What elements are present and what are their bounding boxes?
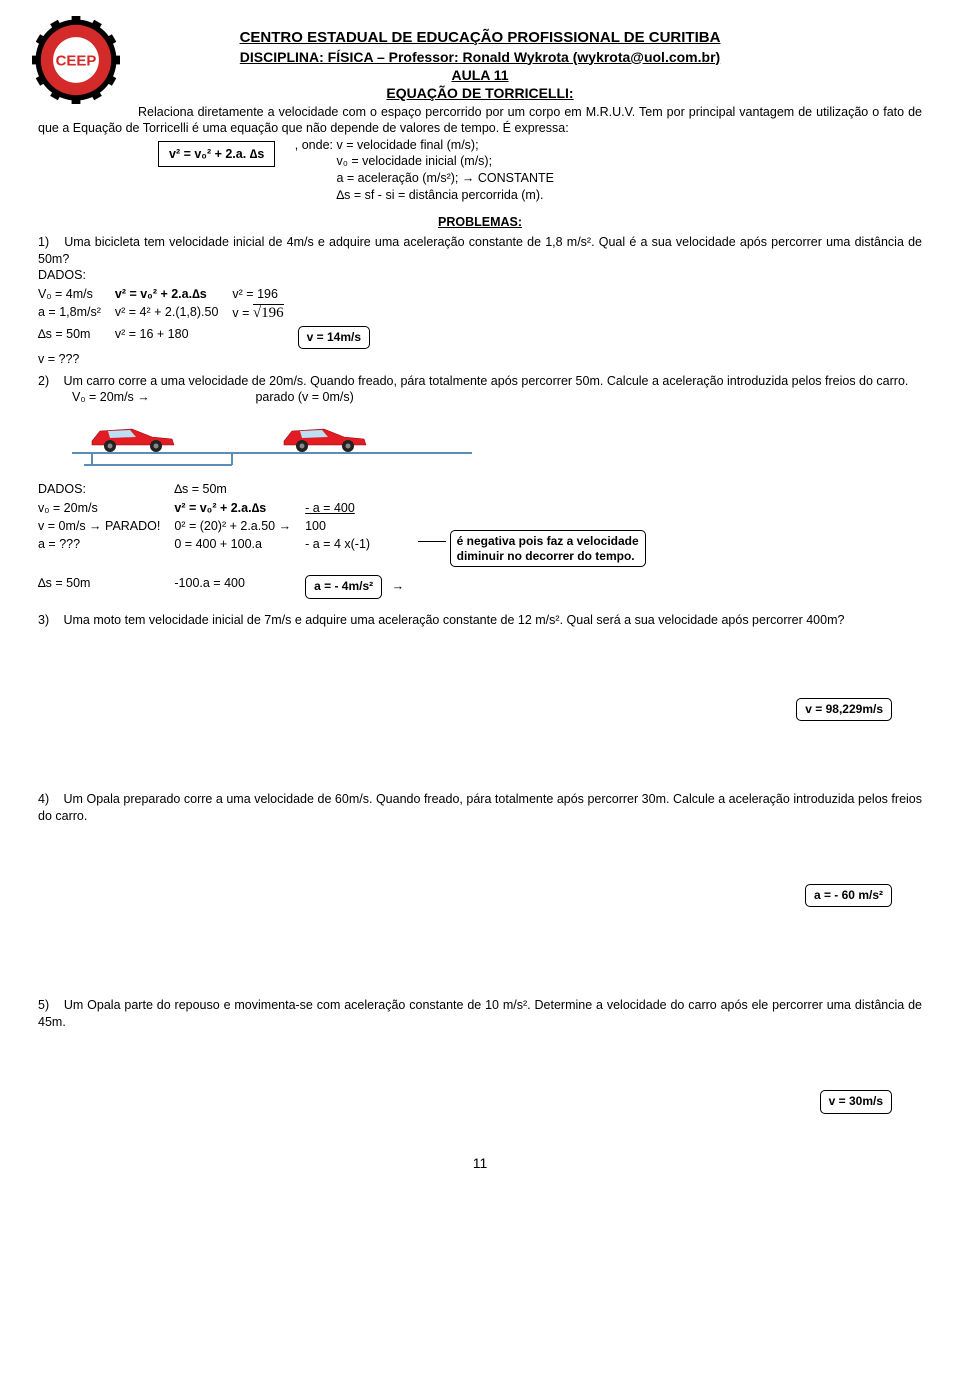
p2-c0: - a = 400 [305, 499, 418, 517]
p3-answer: v = 98,229m/s [796, 698, 892, 722]
problem-5: 5) Um Opala parte do repouso e movimenta… [38, 997, 922, 1030]
formula-row: v² = v₀² + 2.a. ∆s , onde: v = velocidad… [38, 137, 922, 205]
defs-l4: ∆s = sf - si = distância percorrida (m). [336, 188, 543, 202]
p1-r1c2: v² = v₀² + 2.a.∆s [115, 285, 233, 303]
p2-note-l2: diminuir no decorrer do tempo. [457, 549, 635, 563]
p2-b3: 0 = 400 + 100.a [174, 535, 305, 574]
logo-text: CEEP [56, 52, 97, 69]
p5-number: 5) [38, 997, 60, 1013]
page-number: 11 [38, 1154, 922, 1172]
p1-r1c3: v² = 196 [232, 285, 297, 303]
p2-b1: v² = v₀² + 2.a.∆s [174, 499, 305, 517]
p3-number: 3) [38, 612, 60, 628]
p2-dados-label: DADOS: [38, 480, 174, 498]
p2-note-l1: é negativa pois faz a velocidade [457, 534, 639, 548]
p2-a1: v = 0m/s → PARADO! [38, 517, 174, 535]
p2-b2: 0² = (20)² + 2.a.50 → [174, 517, 305, 535]
p2-setup-line: V₀ = 20m/s → parado (v = 0m/s) [38, 389, 922, 405]
p2-setup-a: V₀ = 20m/s → [72, 389, 252, 405]
variable-definitions: , onde: v = velocidade final (m/s); , on… [295, 137, 554, 205]
p1-r3c1: ∆s = 50m [38, 325, 115, 351]
p1-number: 1) [38, 234, 60, 250]
intro-text: Relaciona diretamente a velocidade com o… [38, 104, 922, 137]
problem-1: 1) Uma bicicleta tem velocidade inicial … [38, 234, 922, 267]
p4-answer: a = - 60 m/s² [805, 884, 892, 908]
p1-r3c2: v² = 16 + 180 [115, 325, 233, 351]
lesson-title: EQUAÇÃO DE TORRICELLI: [38, 84, 922, 102]
p1-r2c1: a = 1,8m/s² [38, 303, 115, 325]
p2-a2: a = ??? [38, 535, 174, 574]
p2-text: Um carro corre a uma velocidade de 20m/s… [63, 374, 908, 388]
problems-heading: PROBLEMAS: [38, 214, 922, 230]
institution-name: CENTRO ESTADUAL DE EDUCAÇÃO PROFISSIONAL… [38, 28, 922, 48]
p3-text: Uma moto tem velocidade inicial de 7m/s … [63, 613, 844, 627]
problem-3: 3) Uma moto tem velocidade inicial de 7m… [38, 612, 922, 628]
p1-r2c3-sqrt: √196 [253, 304, 284, 321]
p1-text: Uma bicicleta tem velocidade inicial de … [38, 235, 922, 265]
p1-r2c3-pre: v = [232, 306, 253, 320]
connector-line-icon [418, 541, 446, 542]
p2-answer: a = - 4m/s² [305, 575, 382, 599]
p2-c2: - a = 4 x(-1) [305, 535, 418, 574]
formula-box: v² = v₀² + 2.a. ∆s [158, 141, 275, 167]
p2-b4: -100.a = 400 [174, 574, 305, 600]
p1-r4c1: v = ??? [38, 350, 115, 368]
p2-calc-table: DADOS: ∆s = 50m v₀ = 20m/s v² = v₀² + 2.… [38, 480, 660, 599]
p1-r2c3: v = √196 [232, 303, 297, 325]
defs-l3: a = aceleração (m/s²); → CONSTANTE [336, 171, 554, 185]
defs-l1: v = velocidade final (m/s); [336, 138, 478, 152]
p2-setup-b: parado (v = 0m/s) [255, 390, 353, 404]
p5-text: Um Opala parte do repouso e movimenta-se… [38, 998, 922, 1028]
p2-a3: ∆s = 50m [38, 574, 174, 600]
p2-c1: 100 [305, 517, 418, 535]
p1-r2c2: v² = 4² + 2.(1,8).50 [115, 303, 233, 325]
p4-number: 4) [38, 791, 60, 807]
p5-answer: v = 30m/s [820, 1090, 892, 1114]
car-diagram [72, 411, 922, 470]
school-logo: CEEP [32, 16, 120, 104]
p2-b0: ∆s = 50m [174, 480, 305, 498]
defs-l2: v₀ = velocidade inicial (m/s); [336, 154, 492, 168]
p2-a0: v₀ = 20m/s [38, 499, 174, 517]
lesson-number: AULA 11 [38, 66, 922, 84]
discipline-line: DISCIPLINA: FÍSICA – Professor: Ronald W… [38, 48, 922, 66]
page-header: CEEP CENTRO ESTADUAL DE EDUCAÇÃO PROFISS… [38, 28, 922, 102]
problem-4: 4) Um Opala preparado corre a uma veloci… [38, 791, 922, 824]
p4-text: Um Opala preparado corre a uma velocidad… [38, 792, 922, 822]
defs-lead: , onde: [295, 138, 333, 152]
p1-answer: v = 14m/s [298, 326, 370, 350]
p1-dados-label: DADOS: [38, 267, 922, 283]
problem-2: 2) Um carro corre a uma velocidade de 20… [38, 373, 922, 389]
p2-number: 2) [38, 373, 60, 389]
arrow-right-icon: → [392, 579, 405, 593]
p2-note: é negativa pois faz a velocidade diminui… [450, 530, 646, 567]
p1-r1c1: V₀ = 4m/s [38, 285, 115, 303]
p1-calc-table: V₀ = 4m/s v² = v₀² + 2.a.∆s v² = 196 a =… [38, 285, 384, 369]
